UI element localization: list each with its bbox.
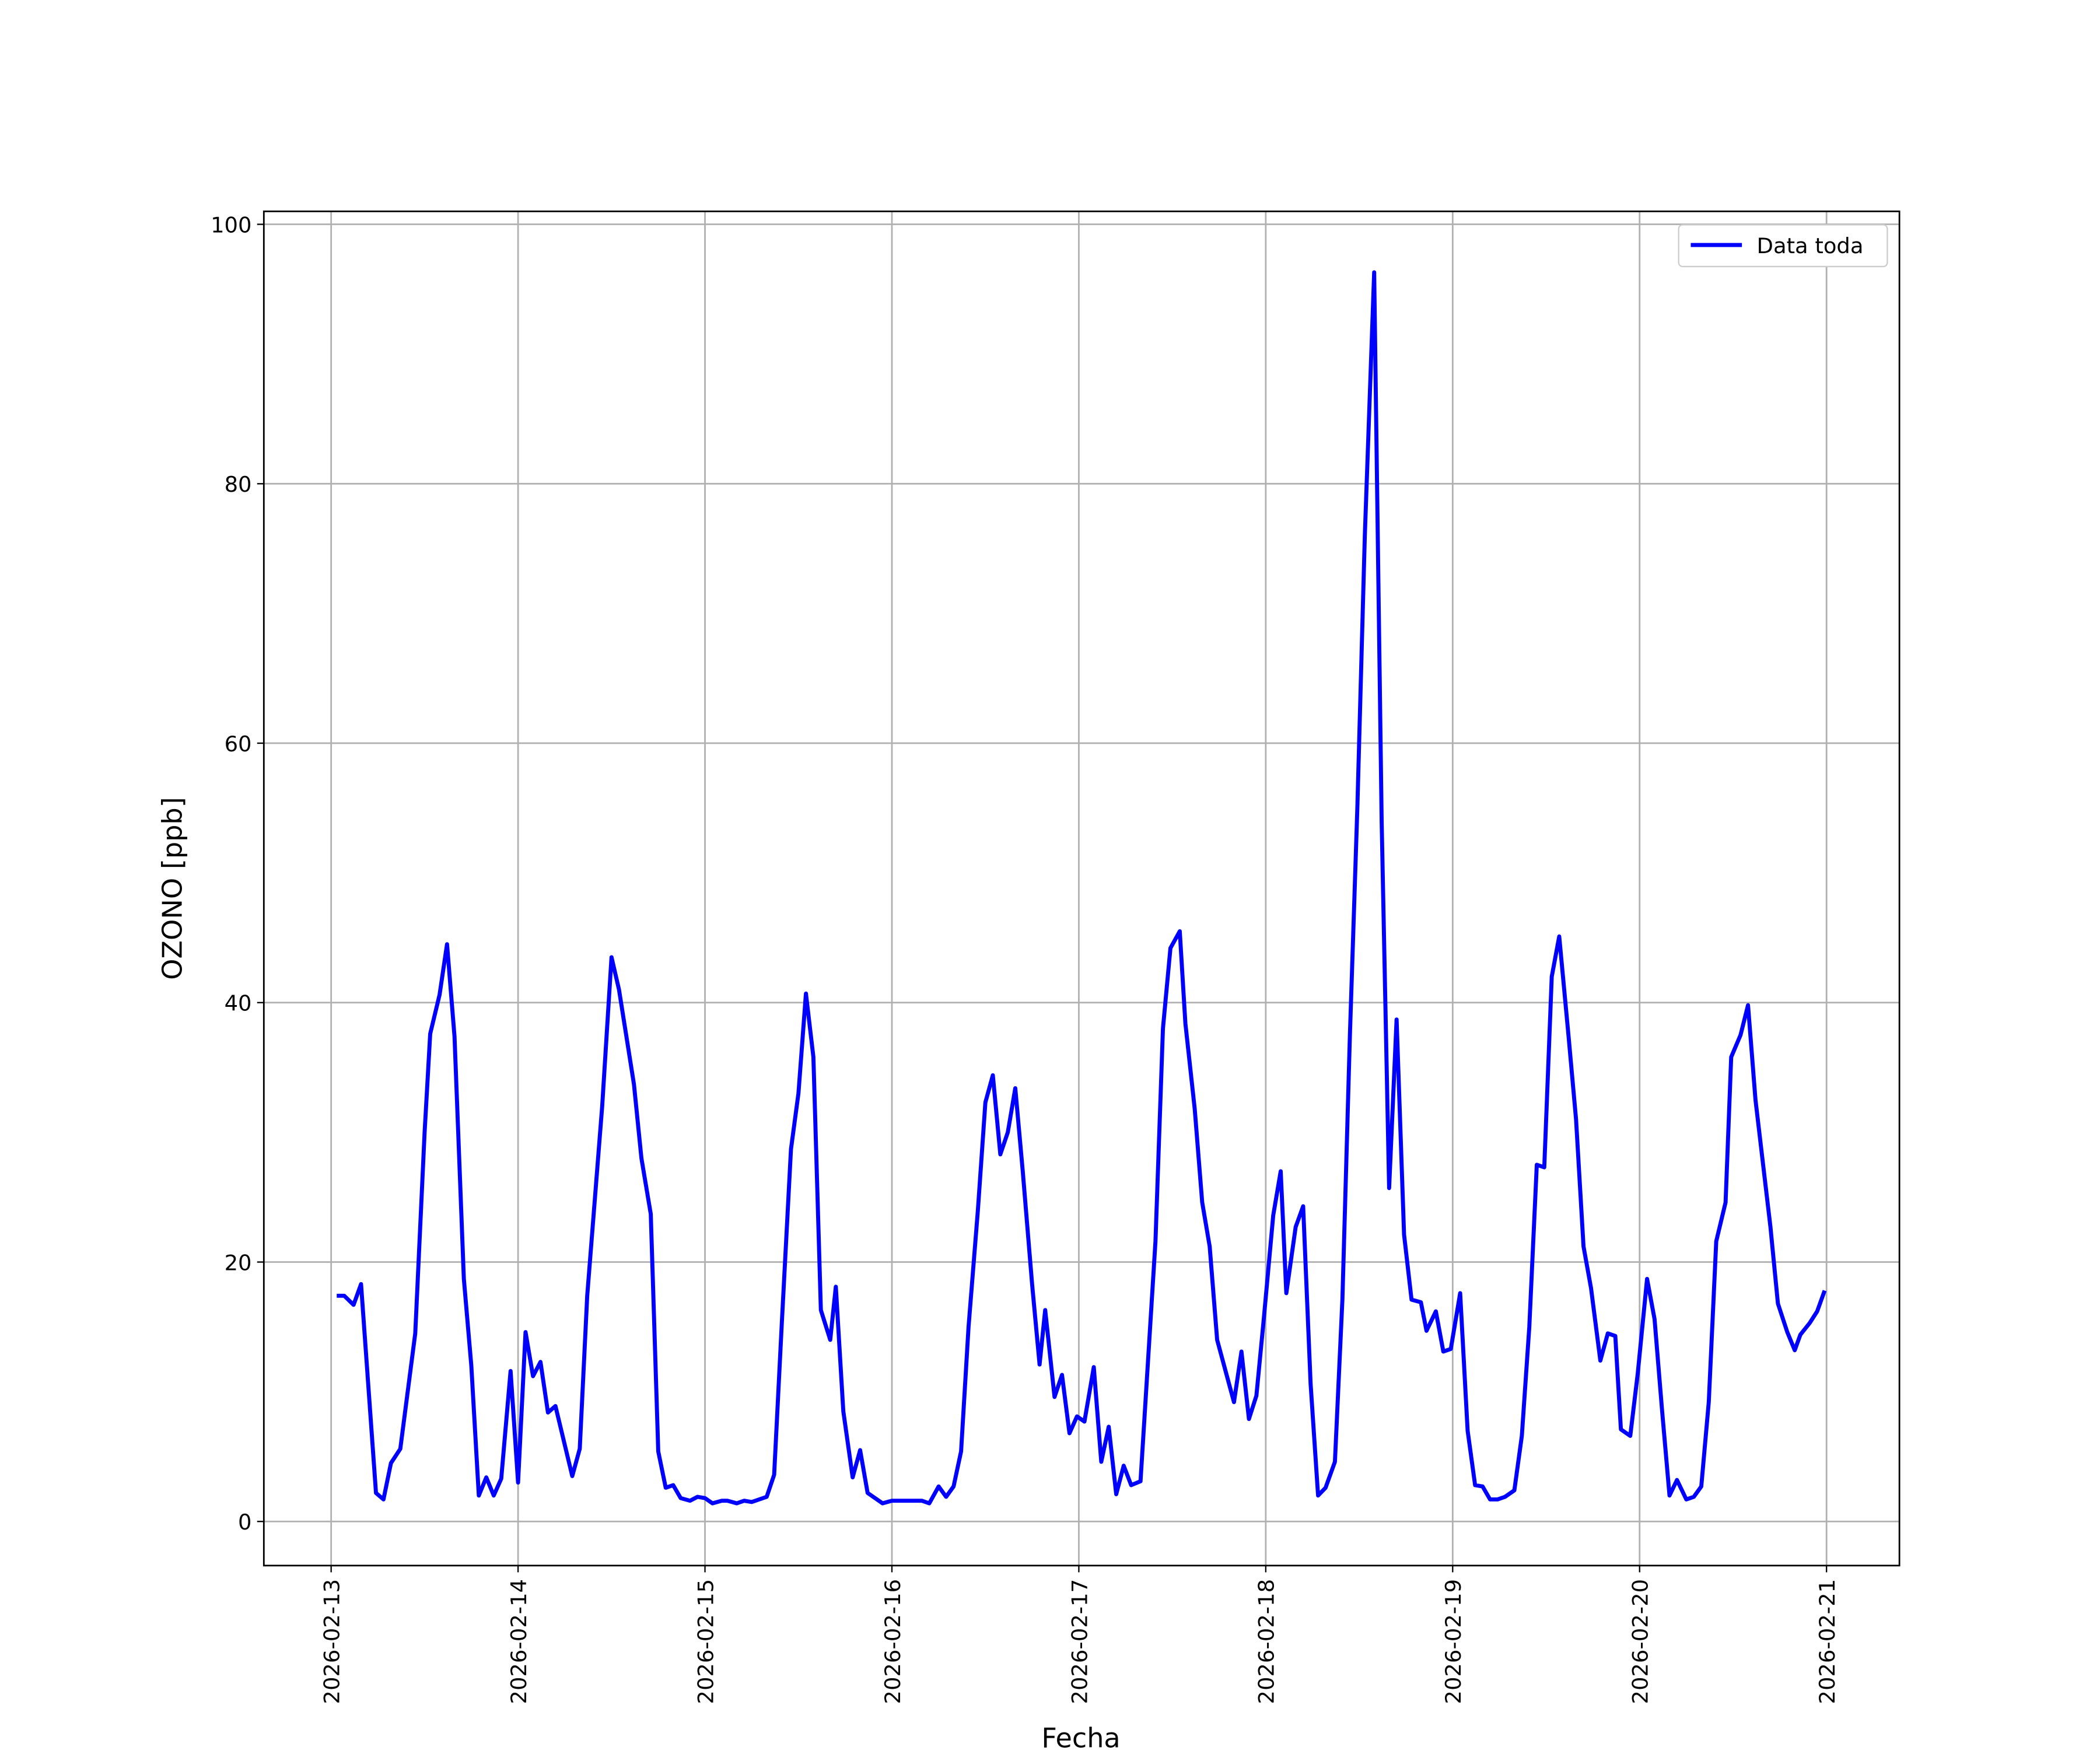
- x-tick-label: 2026-02-20: [1628, 1579, 1653, 1704]
- y-axis-label: OZONO [ppb]: [157, 797, 188, 980]
- x-tick-label: 2026-02-19: [1441, 1579, 1466, 1704]
- data-line: [337, 270, 1827, 1506]
- x-tick-label: 2026-02-18: [1254, 1579, 1279, 1704]
- x-tick-label: 2026-02-14: [506, 1579, 531, 1704]
- x-tick-label: 2026-02-16: [880, 1579, 905, 1704]
- x-tick-label: 2026-02-13: [320, 1579, 345, 1704]
- y-tick-label: 60: [225, 732, 252, 757]
- legend-label: Data toda: [1757, 233, 1864, 258]
- legend-box: [1678, 224, 1888, 268]
- legend: Data toda: [1678, 224, 1888, 268]
- y-tick-label: 80: [225, 472, 252, 497]
- y-tick-label: 100: [211, 212, 251, 237]
- x-tick-label: 2026-02-15: [693, 1579, 718, 1704]
- axes-frame: [262, 210, 1901, 1567]
- plot-area: 2026-02-13 2026-02-14 2026-02-15 2026-02-16…: [211, 210, 1901, 1704]
- x-tick-label: 2026-02-21: [1815, 1579, 1840, 1704]
- x-tick-label: 2026-02-17: [1067, 1579, 1092, 1704]
- y-tick-label: 0: [238, 1510, 251, 1535]
- y-tick-label: 40: [225, 991, 252, 1016]
- y-tick-label: 20: [225, 1250, 252, 1275]
- x-axis-label: Fecha: [1041, 1722, 1120, 1750]
